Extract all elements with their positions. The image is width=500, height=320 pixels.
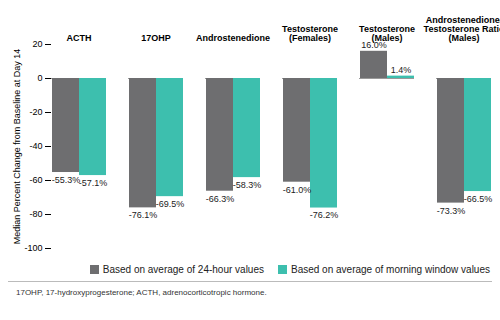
svg-text:-20: -20	[29, 107, 42, 117]
svg-text:Androstenedione/Testosterone R: Androstenedione/Testosterone Ratio(Males…	[424, 15, 500, 43]
svg-text:20: 20	[32, 39, 42, 49]
svg-text:-55.3%: -55.3%	[52, 175, 81, 185]
svg-text:1.4%: 1.4%	[391, 65, 412, 75]
svg-text:17OHP: 17OHP	[141, 33, 171, 43]
svg-text:16.0%: 16.0%	[361, 40, 387, 50]
svg-text:-60: -60	[29, 175, 42, 185]
svg-text:-40: -40	[29, 141, 42, 151]
svg-text:-61.0%: -61.0%	[283, 185, 312, 195]
svg-text:-69.5%: -69.5%	[156, 199, 185, 209]
html-text:(Males): (Males)	[371, 32, 403, 43]
html-text:Testosterone: Testosterone	[359, 23, 415, 34]
svg-text:Testosterone(Females): Testosterone(Females)	[282, 24, 338, 43]
html-text:17OHP, 17-hydroxyprogesterone;: 17OHP, 17-hydroxyprogesterone; ACTH, adr…	[16, 288, 267, 297]
svg-text:-100: -100	[24, 243, 42, 253]
svg-text:-66.3%: -66.3%	[206, 194, 235, 204]
svg-text:-57.1%: -57.1%	[79, 178, 108, 188]
svg-text:-80: -80	[29, 209, 42, 219]
svg-text:-76.1%: -76.1%	[129, 210, 158, 220]
svg-text:0: 0	[37, 73, 42, 83]
svg-text:Androstenedione: Androstenedione	[196, 33, 270, 43]
svg-text:ACTH: ACTH	[67, 33, 92, 43]
svg-text:Median Percent Change from Bas: Median Percent Change from Baseline at D…	[12, 49, 22, 245]
svg-text:-58.3%: -58.3%	[233, 180, 262, 190]
svg-text:-73.3%: -73.3%	[437, 206, 466, 216]
html-text:Based on average of morning wi: Based on average of morning window value…	[291, 264, 490, 275]
svg-text:-76.2%: -76.2%	[310, 210, 339, 220]
svg-text:-66.5%: -66.5%	[464, 194, 493, 204]
html-text:Based on average of 24-hour va: Based on average of 24-hour values	[102, 264, 264, 275]
